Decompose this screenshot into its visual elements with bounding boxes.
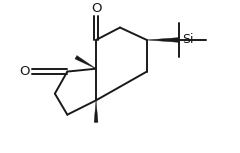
Text: O: O [91,2,101,15]
Text: Si: Si [182,34,194,47]
Polygon shape [75,56,96,69]
Polygon shape [94,100,98,122]
Polygon shape [147,38,179,42]
Text: O: O [19,65,30,78]
